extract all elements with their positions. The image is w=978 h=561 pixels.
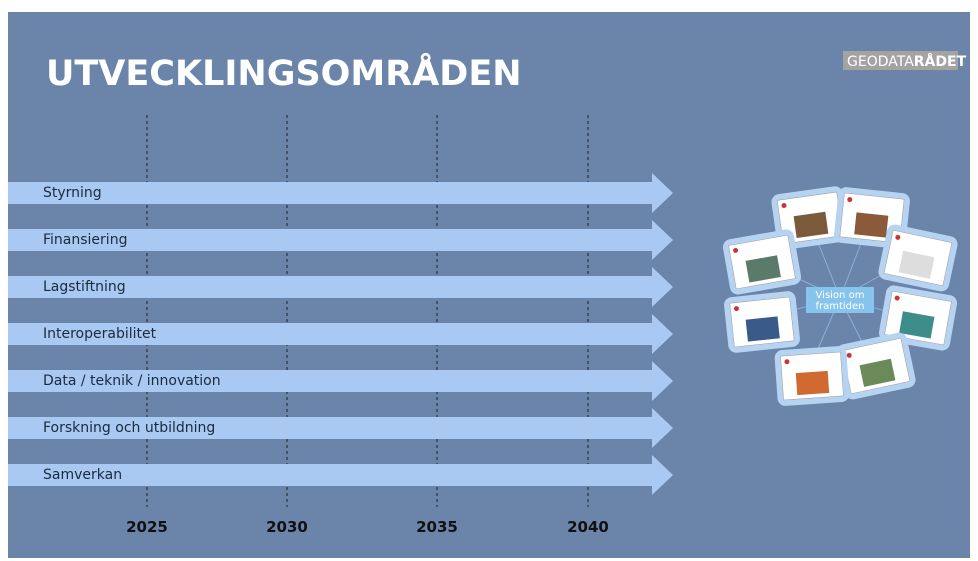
thumbnail bbox=[774, 346, 850, 407]
year-label: 2040 bbox=[567, 518, 609, 536]
row-label: Data / teknik / innovation bbox=[43, 373, 221, 389]
row-label: Interoperabilitet bbox=[43, 326, 157, 342]
thumbnail-image bbox=[746, 316, 780, 341]
year-label: 2030 bbox=[266, 518, 308, 536]
row-label: Lagstiftning bbox=[43, 279, 126, 295]
vision-text: framtiden bbox=[815, 301, 864, 312]
logo: GEODATARÅDET bbox=[847, 53, 967, 70]
thumbnail-image bbox=[796, 371, 829, 395]
thumbnail-image bbox=[854, 212, 888, 237]
vision-text: Vision om bbox=[816, 290, 865, 301]
thumbnail bbox=[723, 290, 800, 353]
row-label: Samverkan bbox=[43, 467, 122, 483]
thumbnail-image bbox=[794, 212, 829, 238]
slide: UTVECKLINGSOMRÅDEN GEODATARÅDET 2025 2030… bbox=[0, 0, 978, 561]
year-label: 2035 bbox=[416, 518, 458, 536]
row-label: Styrning bbox=[43, 185, 102, 201]
logo-part: GEODATA bbox=[847, 54, 914, 70]
row-label: Forskning och utbildning bbox=[43, 420, 215, 436]
row-label: Finansiering bbox=[43, 232, 127, 248]
title: UTVECKLINGSOMRÅDEN bbox=[46, 52, 522, 94]
year-label: 2025 bbox=[126, 518, 168, 536]
logo-part: RÅDET bbox=[914, 53, 967, 70]
